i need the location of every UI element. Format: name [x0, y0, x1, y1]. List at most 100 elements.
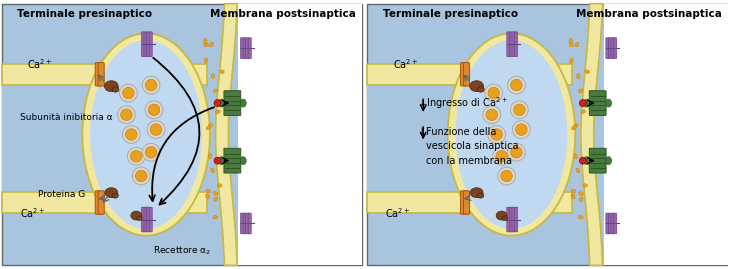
Ellipse shape	[131, 211, 142, 220]
Ellipse shape	[203, 38, 207, 43]
Ellipse shape	[579, 192, 583, 196]
Ellipse shape	[206, 189, 211, 193]
Polygon shape	[2, 192, 207, 213]
Ellipse shape	[581, 110, 585, 114]
Ellipse shape	[478, 193, 483, 198]
Text: ↓Funzione della: ↓Funzione della	[418, 127, 496, 137]
Ellipse shape	[105, 188, 118, 198]
Circle shape	[136, 170, 147, 182]
FancyBboxPatch shape	[144, 207, 147, 232]
Ellipse shape	[220, 70, 224, 73]
Ellipse shape	[579, 89, 583, 93]
Ellipse shape	[570, 58, 573, 63]
Polygon shape	[367, 64, 511, 192]
Circle shape	[514, 104, 525, 116]
Text: Ca$^{2+}$: Ca$^{2+}$	[27, 57, 52, 71]
Ellipse shape	[571, 126, 576, 130]
Text: Terminale presinaptico: Terminale presinaptico	[383, 9, 518, 19]
Ellipse shape	[83, 33, 210, 236]
FancyBboxPatch shape	[507, 32, 510, 56]
Circle shape	[516, 124, 527, 135]
Circle shape	[117, 106, 136, 124]
Ellipse shape	[606, 157, 612, 165]
FancyBboxPatch shape	[245, 38, 248, 59]
Circle shape	[214, 100, 221, 107]
Circle shape	[486, 109, 497, 121]
Polygon shape	[367, 4, 727, 265]
Ellipse shape	[217, 184, 222, 187]
Ellipse shape	[213, 89, 218, 93]
Circle shape	[145, 147, 157, 158]
Circle shape	[485, 84, 503, 102]
Ellipse shape	[606, 99, 612, 107]
FancyBboxPatch shape	[240, 213, 243, 234]
FancyBboxPatch shape	[590, 148, 606, 173]
Circle shape	[214, 157, 221, 164]
Ellipse shape	[204, 58, 208, 63]
FancyBboxPatch shape	[147, 32, 150, 56]
Ellipse shape	[218, 99, 225, 107]
Ellipse shape	[90, 40, 202, 229]
FancyArrowPatch shape	[150, 107, 214, 201]
FancyBboxPatch shape	[606, 213, 609, 234]
Circle shape	[511, 79, 523, 91]
Ellipse shape	[203, 43, 209, 47]
Circle shape	[483, 106, 500, 124]
Ellipse shape	[240, 157, 246, 165]
Ellipse shape	[496, 211, 507, 220]
Polygon shape	[215, 4, 237, 265]
FancyBboxPatch shape	[464, 191, 469, 214]
Text: vescicola sinaptica: vescicola sinaptica	[426, 141, 518, 151]
Ellipse shape	[214, 192, 218, 196]
Ellipse shape	[455, 40, 567, 229]
FancyBboxPatch shape	[606, 38, 609, 59]
Polygon shape	[2, 4, 363, 265]
Text: Ca$^{2+}$: Ca$^{2+}$	[20, 206, 46, 220]
Circle shape	[142, 76, 160, 94]
Ellipse shape	[573, 124, 578, 128]
FancyBboxPatch shape	[509, 32, 512, 56]
Circle shape	[493, 147, 511, 165]
Ellipse shape	[211, 168, 214, 173]
FancyBboxPatch shape	[149, 32, 153, 56]
Circle shape	[488, 126, 506, 143]
Ellipse shape	[576, 168, 580, 173]
Text: Ca$^{2+}$: Ca$^{2+}$	[393, 57, 418, 71]
FancyBboxPatch shape	[514, 207, 517, 232]
FancyBboxPatch shape	[98, 63, 104, 86]
FancyBboxPatch shape	[243, 213, 246, 234]
FancyBboxPatch shape	[95, 63, 101, 86]
Ellipse shape	[584, 157, 590, 165]
Ellipse shape	[112, 193, 119, 198]
Ellipse shape	[576, 74, 580, 79]
FancyBboxPatch shape	[609, 213, 612, 234]
Ellipse shape	[212, 74, 214, 79]
FancyBboxPatch shape	[613, 213, 617, 234]
FancyBboxPatch shape	[245, 213, 248, 234]
Polygon shape	[238, 4, 363, 265]
Circle shape	[508, 76, 525, 94]
FancyBboxPatch shape	[611, 38, 614, 59]
Circle shape	[145, 101, 163, 119]
FancyBboxPatch shape	[240, 38, 243, 59]
Text: con la membrana: con la membrana	[426, 156, 511, 166]
Ellipse shape	[240, 99, 246, 107]
Text: Recettore α$_2$: Recettore α$_2$	[153, 245, 212, 257]
Circle shape	[121, 109, 132, 121]
Circle shape	[579, 100, 587, 107]
Ellipse shape	[571, 194, 575, 199]
FancyBboxPatch shape	[98, 191, 104, 214]
FancyBboxPatch shape	[147, 207, 150, 232]
Polygon shape	[367, 64, 573, 85]
FancyBboxPatch shape	[248, 213, 251, 234]
Ellipse shape	[209, 42, 214, 47]
FancyBboxPatch shape	[461, 191, 467, 214]
Ellipse shape	[585, 70, 590, 73]
Text: Membrana postsinaptica: Membrana postsinaptica	[210, 9, 356, 19]
FancyBboxPatch shape	[611, 213, 614, 234]
Circle shape	[128, 147, 145, 165]
Ellipse shape	[208, 124, 212, 128]
FancyBboxPatch shape	[248, 38, 251, 59]
FancyArrowPatch shape	[153, 58, 200, 204]
Ellipse shape	[571, 189, 576, 193]
